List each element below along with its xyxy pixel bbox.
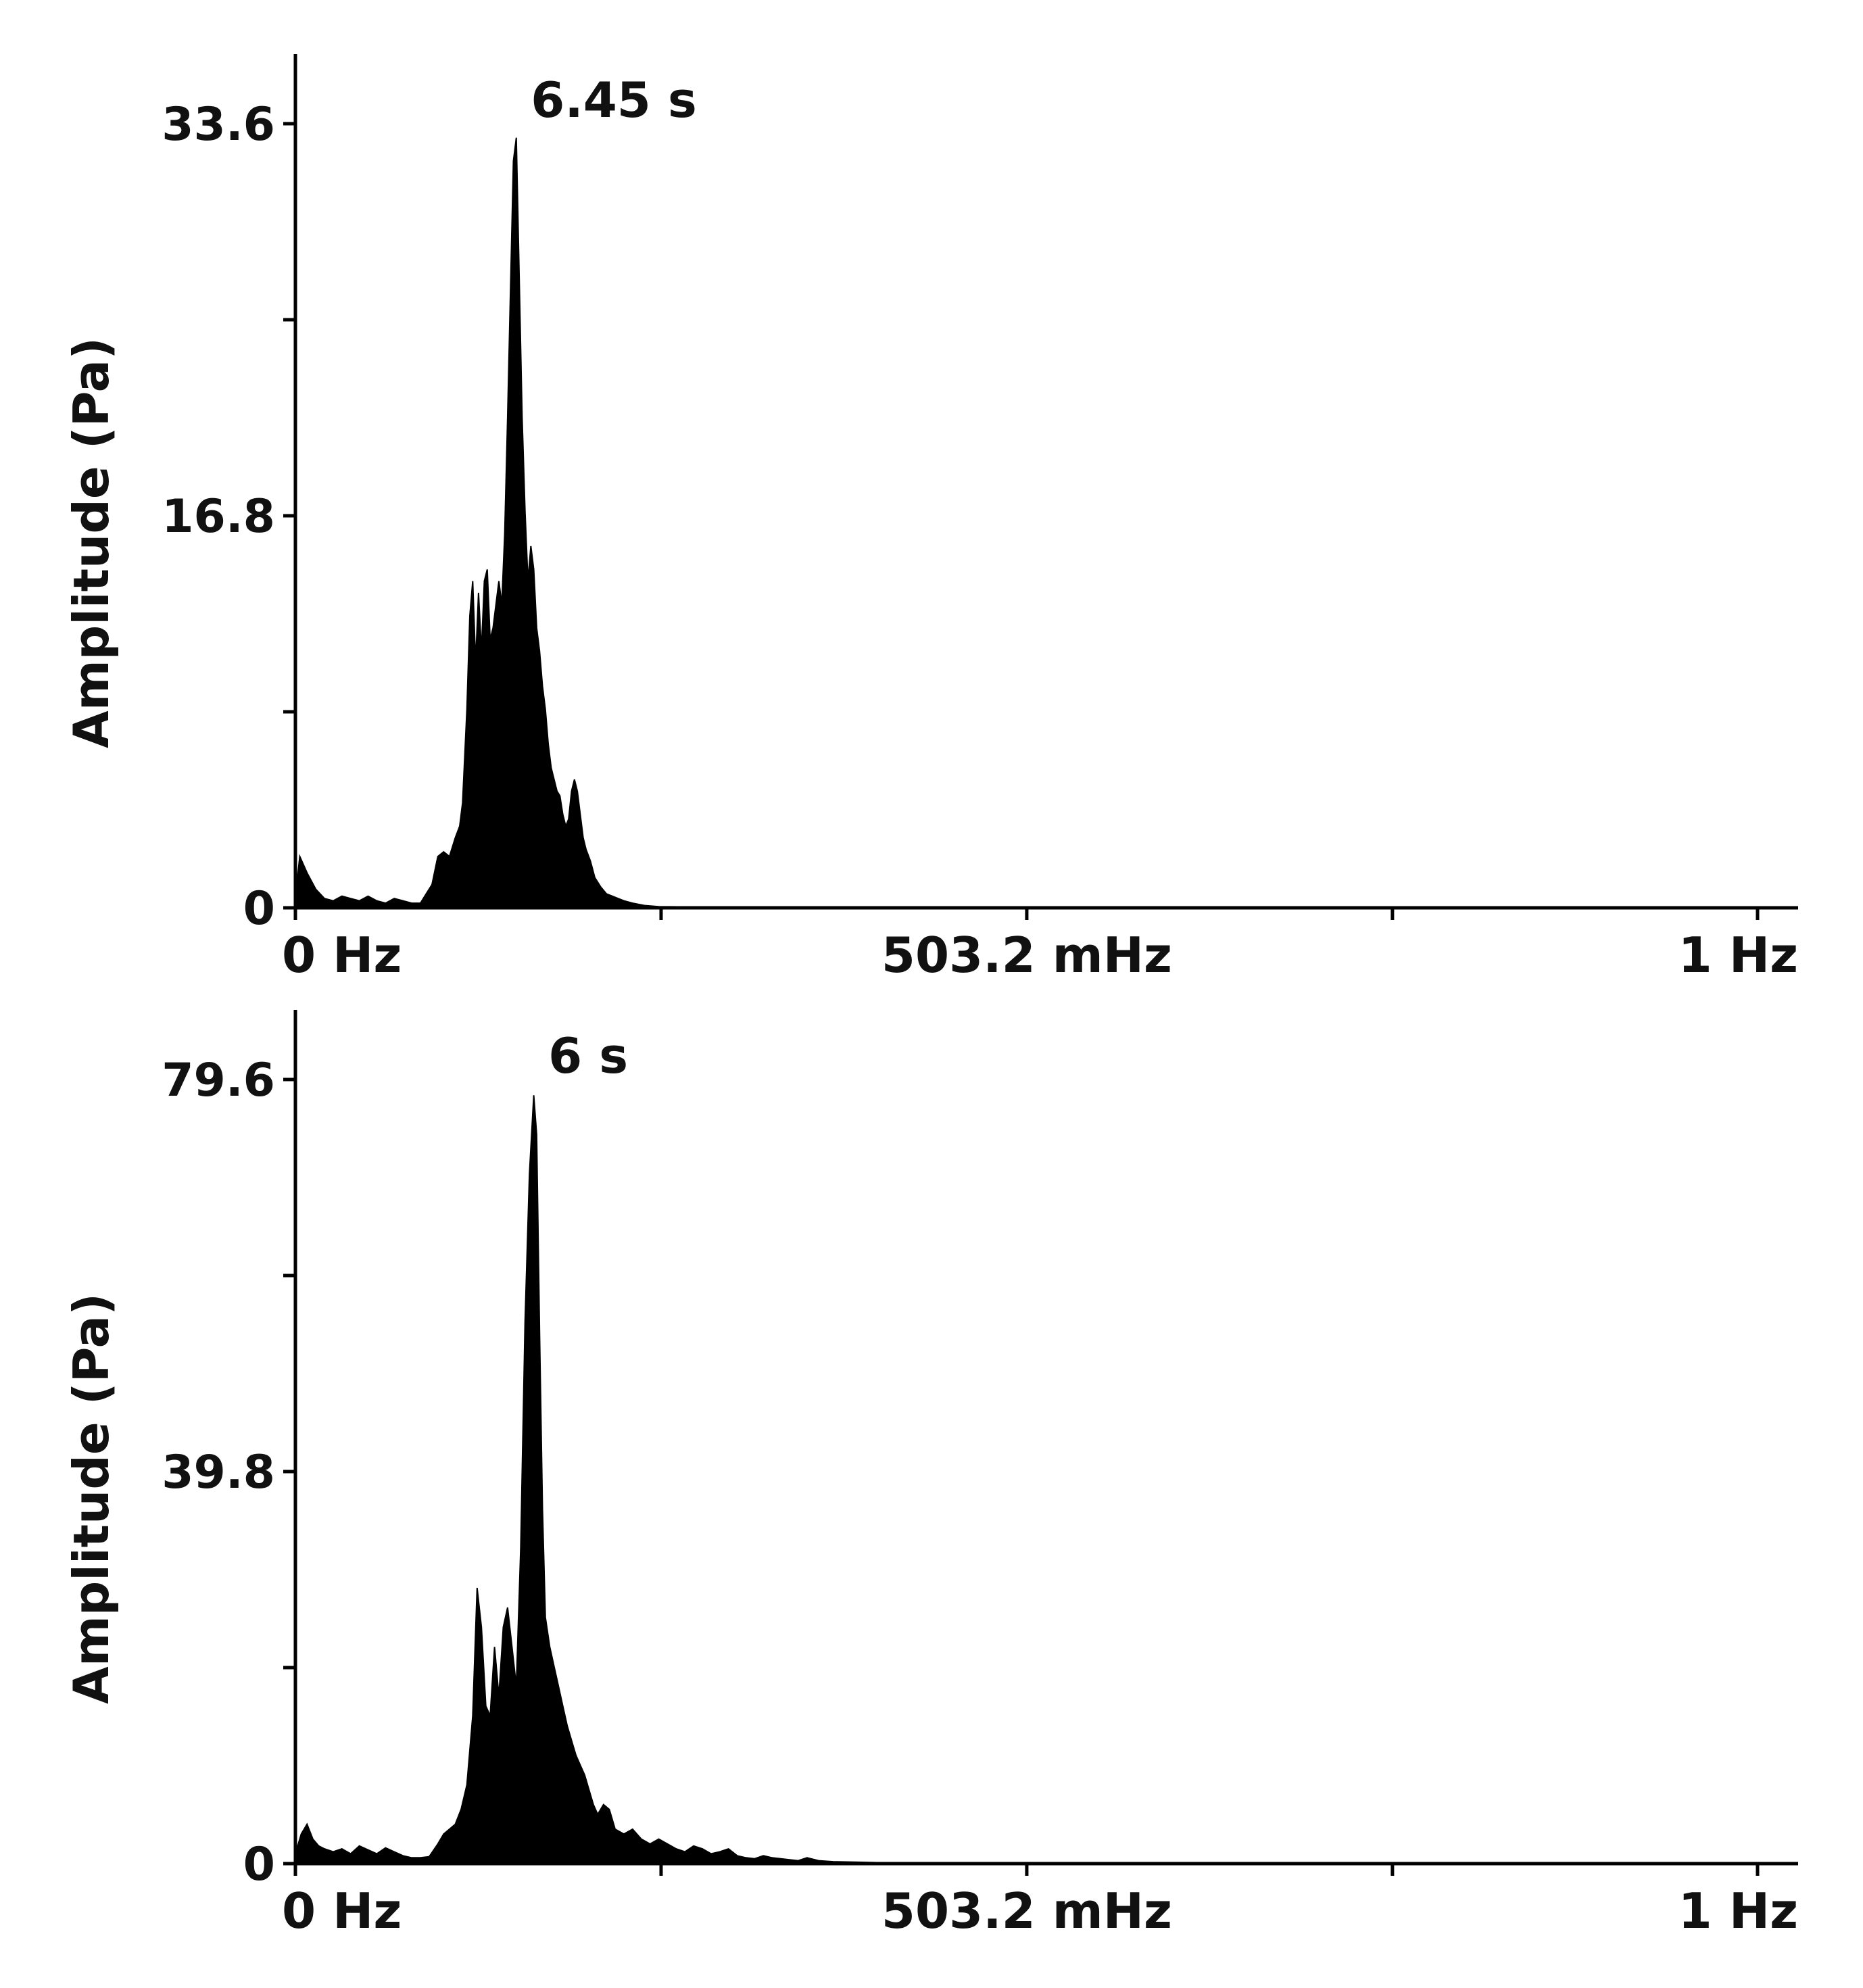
y-tick-label: 33.6: [162, 98, 275, 151]
x-tick-label: 1 Hz: [1678, 1883, 1798, 1939]
x-tick-label: 503.2 mHz: [881, 1883, 1172, 1939]
x-tick-label: 0 Hz: [282, 1883, 402, 1939]
x-tick-label: 0 Hz: [282, 927, 402, 984]
y-tick-label: 0: [243, 1838, 275, 1891]
peak-period-label: 6.45 s: [531, 72, 697, 128]
y-tick-label: 79.6: [162, 1054, 275, 1107]
top-spectrum-panel: 0 16.8 33.6 0 Hz 503.2 mHz 1 Hz Amplitude (Pa)…: [63, 54, 1798, 984]
y-tick-label: 39.8: [162, 1446, 275, 1499]
x-tick-label: 1 Hz: [1678, 927, 1798, 984]
y-tick-label: 0: [243, 882, 275, 936]
spectrum-area: [295, 137, 1758, 908]
x-tick-label: 503.2 mHz: [881, 927, 1172, 984]
y-axis-title: Amplitude (Pa): [63, 337, 120, 748]
y-tick-label: 16.8: [162, 490, 275, 543]
spectrum-area: [295, 1095, 1758, 1864]
y-axis-title: Amplitude (Pa): [63, 1293, 120, 1704]
peak-period-label: 6 s: [548, 1027, 628, 1084]
bottom-spectrum-panel: 0 39.8 79.6 0 Hz 503.2 mHz 1 Hz Amplitude (Pa)…: [63, 1010, 1798, 1939]
